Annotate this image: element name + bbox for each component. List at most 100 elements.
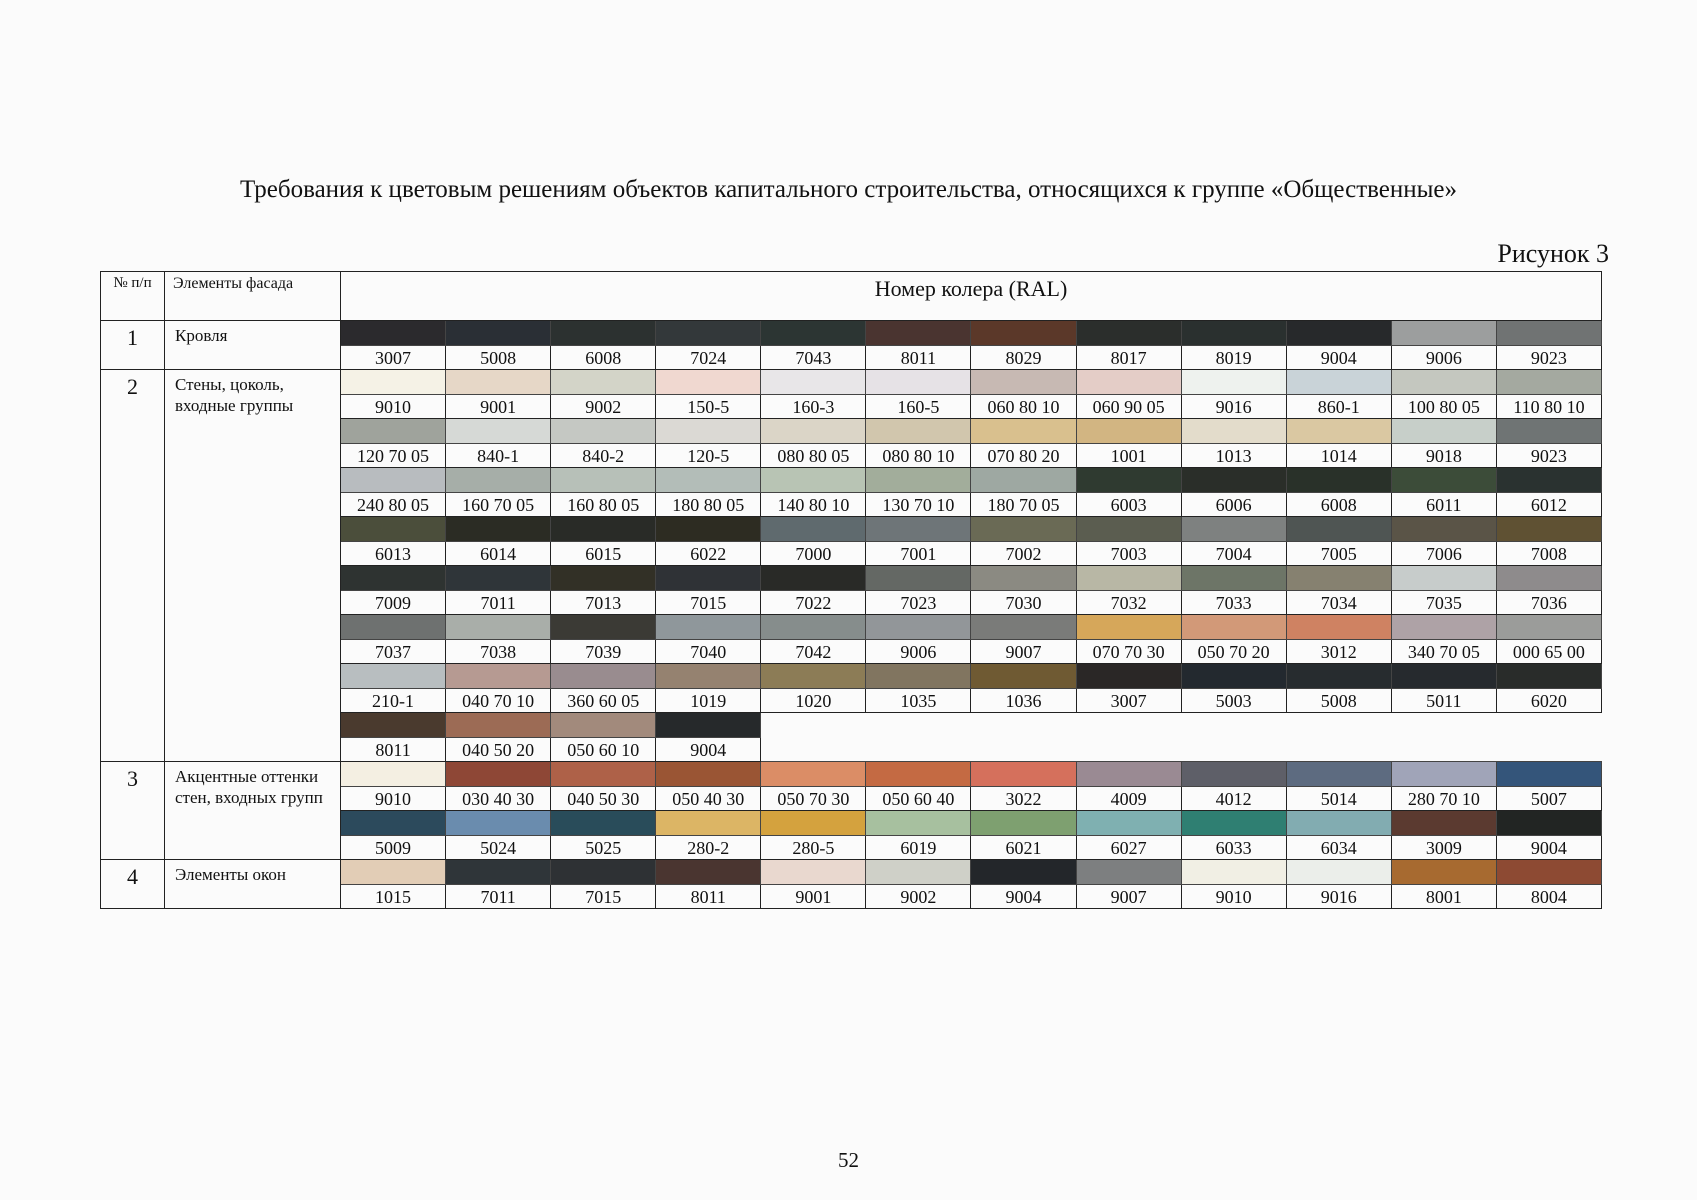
ral-code: 6019 [865, 835, 972, 860]
ral-code: 8029 [970, 345, 1077, 370]
ral-color-table: № п/п Элементы фасада Номер колера (RAL)… [100, 271, 1603, 909]
ral-code: 5011 [1390, 688, 1497, 713]
ral-code: 9007 [970, 639, 1077, 664]
document-title: Требования к цветовым решениям объектов … [239, 176, 1458, 203]
swatch-row: 2 Стены, цоколь, входные группы [100, 369, 1603, 762]
color-swatch [760, 859, 867, 885]
color-swatch [865, 761, 972, 787]
ral-code: 4012 [1180, 786, 1287, 811]
color-swatch [865, 320, 972, 346]
color-swatch [1075, 663, 1182, 689]
code-row: 5009 5024 5025 280-2 280-5 6019 6021 6027 6033 60… [101, 835, 1603, 860]
ral-code: 6015 [550, 541, 657, 566]
ral-code: 6021 [970, 835, 1077, 860]
color-swatch [1285, 663, 1392, 689]
ral-code: 8011 [655, 884, 762, 909]
color-swatch [970, 663, 1077, 689]
ral-code: 280-2 [655, 835, 762, 860]
color-swatch [1075, 418, 1182, 444]
color-swatch [655, 810, 762, 836]
ral-code: 5009 [339, 835, 447, 860]
color-swatch [1180, 418, 1287, 444]
color-swatch [865, 810, 972, 836]
color-swatch [550, 467, 657, 493]
ral-code: 070 80 20 [970, 443, 1077, 468]
color-swatch [1075, 467, 1182, 493]
ral-code: 180 80 05 [655, 492, 762, 517]
ral-code: 8011 [339, 737, 447, 762]
color-swatch [550, 614, 657, 640]
color-swatch [1285, 614, 1392, 640]
color-swatch [1180, 859, 1287, 885]
ral-code: 060 90 05 [1075, 394, 1182, 419]
ral-code: 000 65 00 [1495, 639, 1603, 664]
color-swatch [1390, 467, 1497, 493]
ral-code: 6013 [339, 541, 447, 566]
header-number: № п/п [100, 271, 165, 321]
color-swatch [339, 516, 447, 542]
color-swatch [970, 614, 1077, 640]
color-swatch [1075, 369, 1182, 395]
color-swatch [655, 565, 762, 591]
color-swatch [655, 369, 762, 395]
ral-code: 8001 [1390, 884, 1497, 909]
ral-code: 7038 [445, 639, 552, 664]
color-swatch [339, 859, 447, 885]
color-swatch [760, 418, 867, 444]
ral-code: 110 80 10 [1495, 394, 1603, 419]
color-swatch [1075, 320, 1182, 346]
ral-code: 240 80 05 [339, 492, 447, 517]
ral-code: 5008 [1285, 688, 1392, 713]
color-swatch [445, 761, 552, 787]
ral-code: 9023 [1495, 443, 1603, 468]
ral-code: 840-2 [550, 443, 657, 468]
ral-code: 080 80 05 [760, 443, 867, 468]
color-swatch [1180, 663, 1287, 689]
color-swatch [760, 516, 867, 542]
color-swatch [445, 418, 552, 444]
code-row: 240 80 05 160 70 05 160 80 05 180 80 05 140 … [101, 492, 1603, 517]
color-swatch [1180, 369, 1287, 395]
color-swatch [655, 859, 762, 885]
color-swatch [1390, 418, 1497, 444]
ral-code: 360 60 05 [550, 688, 657, 713]
ral-code: 1035 [865, 688, 972, 713]
table-header-row: № п/п Элементы фасада Номер колера (RAL) [100, 271, 1602, 321]
color-swatch [445, 369, 552, 395]
ral-code: 140 80 10 [760, 492, 867, 517]
ral-code: 7000 [760, 541, 867, 566]
ral-code: 9007 [1075, 884, 1182, 909]
color-swatch [1495, 516, 1603, 542]
ral-code: 7032 [1075, 590, 1182, 615]
color-swatch [865, 565, 972, 591]
color-swatch [1285, 516, 1392, 542]
ral-code: 3009 [1390, 835, 1497, 860]
ral-code: 9016 [1285, 884, 1392, 909]
color-swatch [655, 663, 762, 689]
ral-code: 8004 [1495, 884, 1603, 909]
ral-code: 1014 [1285, 443, 1392, 468]
color-swatch [655, 712, 762, 738]
code-row: 210-1 040 70 10 360 60 05 1019 1020 1035 1036 3… [101, 688, 1603, 713]
color-swatch [655, 418, 762, 444]
ral-code: 9004 [970, 884, 1077, 909]
ral-code: 150-5 [655, 394, 762, 419]
color-swatch [1495, 859, 1603, 885]
group-number: 3 [100, 761, 165, 860]
color-swatch [760, 369, 867, 395]
color-swatch [1075, 761, 1182, 787]
color-swatch [550, 761, 657, 787]
color-swatch [445, 320, 552, 346]
ral-code: 5008 [445, 345, 552, 370]
ral-code: 1001 [1075, 443, 1182, 468]
color-swatch [339, 369, 447, 395]
ral-code: 070 70 30 [1075, 639, 1182, 664]
ral-code: 060 80 10 [970, 394, 1077, 419]
color-swatch [655, 467, 762, 493]
color-swatch [970, 859, 1077, 885]
color-swatch [865, 369, 972, 395]
ral-code: 050 60 10 [550, 737, 657, 762]
ral-code: 120 70 05 [339, 443, 447, 468]
color-swatch [445, 467, 552, 493]
ral-code: 9016 [1180, 394, 1287, 419]
